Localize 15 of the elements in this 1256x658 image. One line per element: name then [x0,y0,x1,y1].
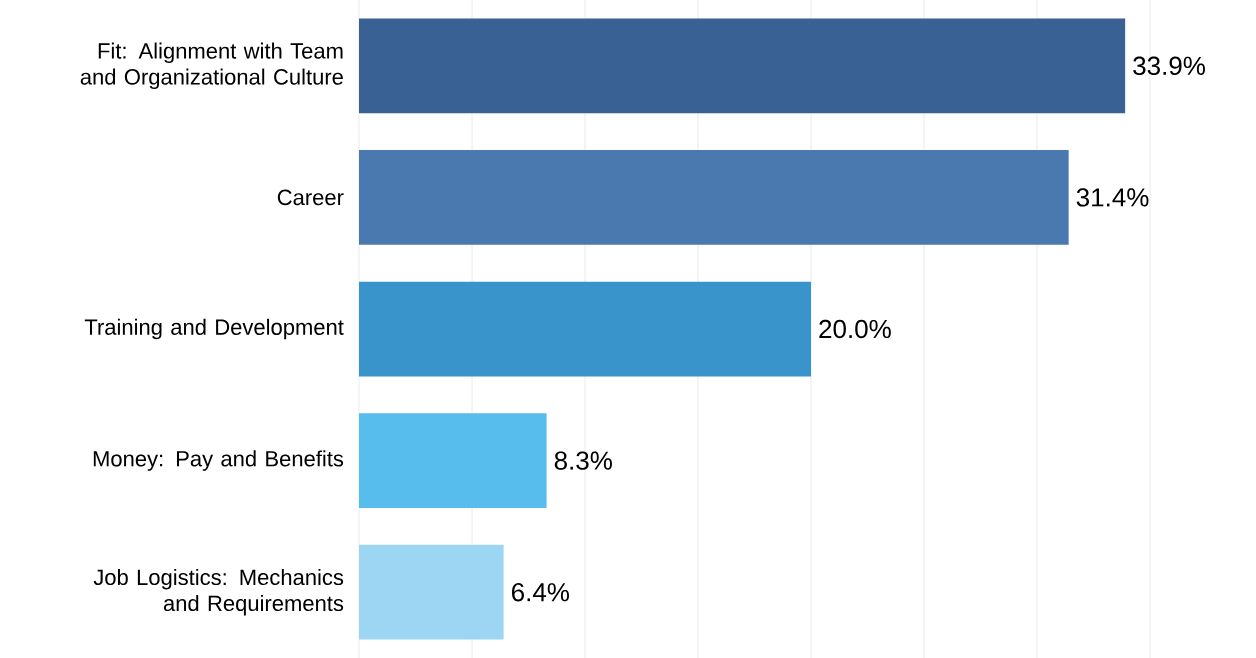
data-label: 31.4% [1076,188,1149,207]
y-tick-label: Training and Development [84,318,344,340]
y-tick-label: Job Logistics: Mechanics and Requirements [93,568,344,616]
bar [359,544,504,640]
bar [359,413,547,508]
bar [359,18,1126,114]
y-tick-label: Career [277,189,344,206]
bar [359,150,1069,245]
data-label: 6.4% [511,583,570,602]
y-tick-label: Fit: Alignment with Team and Organizational Culture [80,42,343,90]
bar [359,281,811,377]
data-label: 8.3% [554,451,612,470]
data-label: 20.0% [819,319,891,339]
y-tick-label: Money: Pay and Benefits [93,450,344,471]
data-label: 33.9% [1133,56,1205,76]
